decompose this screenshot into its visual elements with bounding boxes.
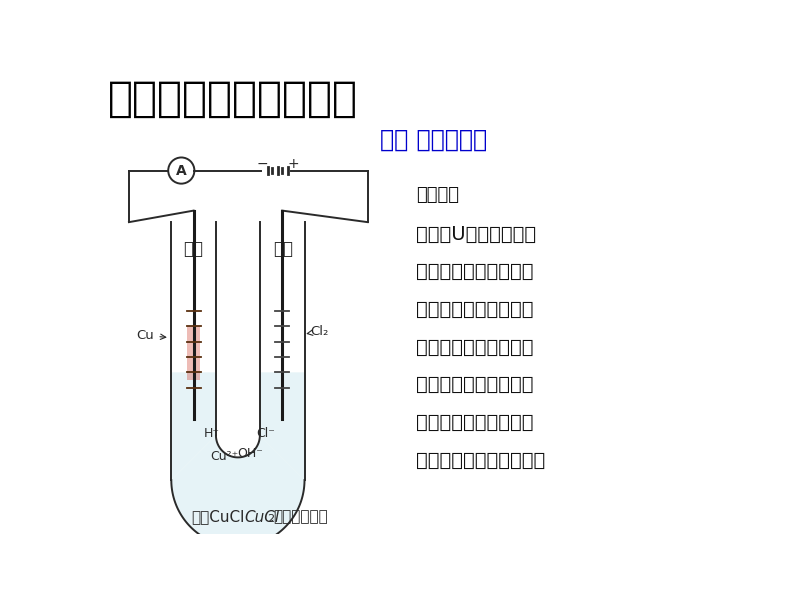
Text: −: − xyxy=(256,157,268,170)
Text: 2: 2 xyxy=(267,514,274,524)
Text: 阳极: 阳极 xyxy=(273,240,293,258)
Polygon shape xyxy=(171,372,216,480)
Text: OH⁻: OH⁻ xyxy=(238,448,263,460)
Text: 流电源，数分钟后，观: 流电源，数分钟后，观 xyxy=(416,338,534,356)
Text: 阴极: 阴极 xyxy=(184,240,204,258)
Text: H⁺: H⁺ xyxy=(204,427,220,440)
Text: Cu: Cu xyxy=(137,329,166,342)
Text: Cl⁻: Cl⁻ xyxy=(257,427,275,440)
Text: 在一个U形管中注入饱: 在一个U形管中注入饱 xyxy=(416,224,536,244)
Polygon shape xyxy=(187,326,200,380)
Text: 三、电能转化为化学能: 三、电能转化为化学能 xyxy=(108,78,358,120)
Polygon shape xyxy=(171,436,305,547)
Text: 检验阳极上放出的气体。: 检验阳极上放出的气体。 xyxy=(416,451,546,470)
Text: 电解 氯化铜实验: 电解 氯化铜实验 xyxy=(379,127,486,151)
Text: A: A xyxy=(176,164,186,178)
Polygon shape xyxy=(260,372,305,480)
Text: Cu²⁺: Cu²⁺ xyxy=(210,451,238,463)
Text: 溶液实验装置: 溶液实验装置 xyxy=(274,509,329,524)
Text: 根石墨作电极，接通直: 根石墨作电极，接通直 xyxy=(416,300,534,319)
Text: 和氯化铜溶液，插入两: 和氯化铜溶液，插入两 xyxy=(416,262,534,281)
Text: CuCl: CuCl xyxy=(245,509,279,524)
Text: 电解CuCl: 电解CuCl xyxy=(191,509,245,524)
Text: 实验步骤: 实验步骤 xyxy=(416,186,459,204)
Text: 湿润的淠粉碰化锂试纸: 湿润的淠粉碰化锂试纸 xyxy=(416,413,534,432)
Text: 察阴极表面的颜色，用: 察阴极表面的颜色，用 xyxy=(416,376,534,394)
Text: Cl₂: Cl₂ xyxy=(307,325,329,338)
Text: +: + xyxy=(288,157,299,170)
